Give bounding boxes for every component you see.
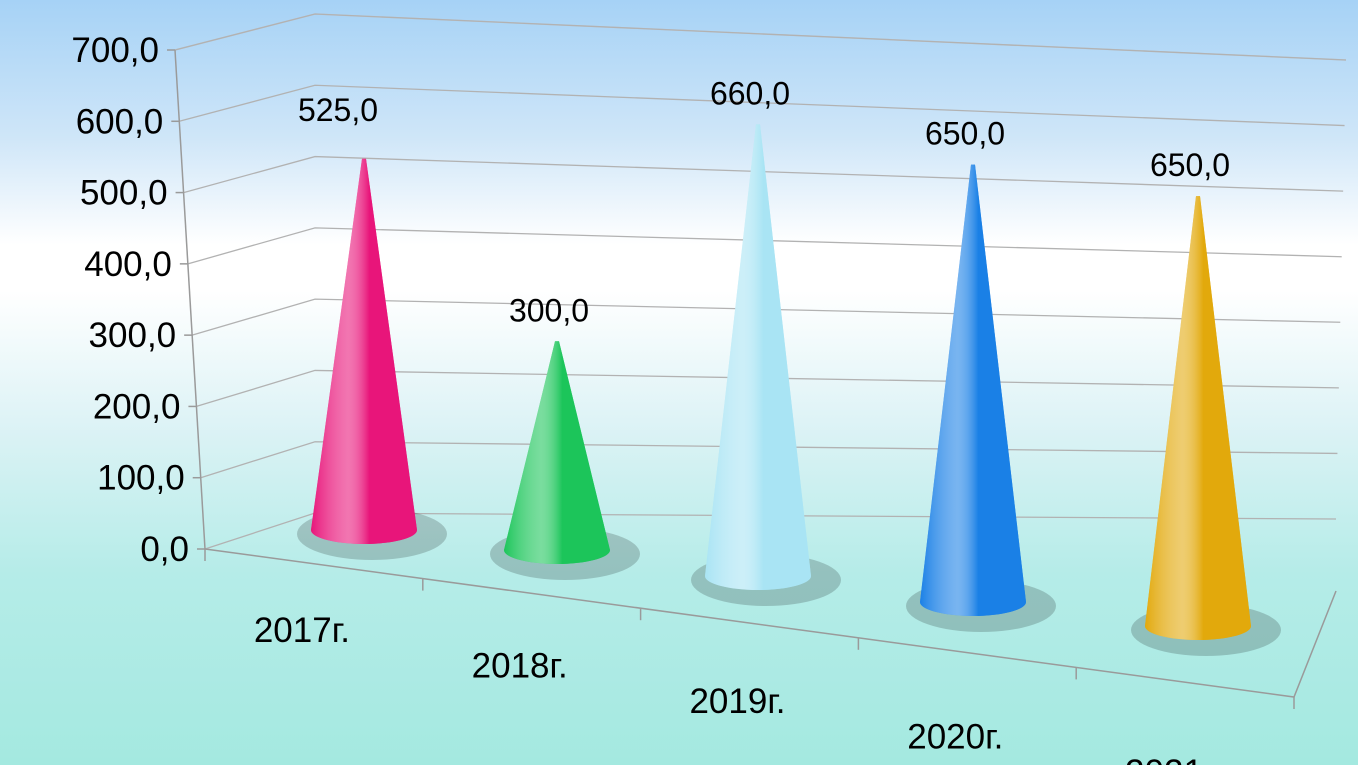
cone-4 xyxy=(906,164,1056,632)
gridline xyxy=(179,84,1345,127)
x-tick-label: 2021г. xyxy=(1125,753,1221,765)
x-tick-label: 2017г. xyxy=(254,611,350,650)
data-label: 525,0 xyxy=(298,92,378,128)
cone-highlight xyxy=(705,124,811,590)
y-tick-label: 600,0 xyxy=(76,102,164,141)
data-labels: 525,0 300,0 660,0 650,0 650,0 xyxy=(298,75,1230,328)
data-label: 660,0 xyxy=(710,75,790,111)
x-tick-label: 2019г. xyxy=(689,682,785,721)
y-tick-label: 300,0 xyxy=(89,316,177,355)
data-label: 650,0 xyxy=(1150,147,1230,183)
y-tick-label: 500,0 xyxy=(80,174,168,213)
y-axis-line xyxy=(174,49,206,550)
y-tick-label: 200,0 xyxy=(93,387,181,426)
cone-1 xyxy=(297,158,447,560)
y-tick-label: 700,0 xyxy=(71,31,159,70)
cone-highlight xyxy=(1145,196,1251,641)
cone-5 xyxy=(1131,196,1281,656)
cones xyxy=(297,124,1281,656)
data-label: 650,0 xyxy=(925,116,1005,152)
gridline xyxy=(191,298,1341,336)
y-axis: 0,0 100,0 200,0 300,0 400,0 500,0 600,0 700,0 xyxy=(71,31,206,569)
chart-walls xyxy=(174,13,1347,61)
data-label: 300,0 xyxy=(509,292,589,328)
cone-2 xyxy=(490,341,640,580)
gridline xyxy=(174,13,1347,61)
x-tick-label: 2020г. xyxy=(907,718,1003,757)
gridlines xyxy=(174,13,1347,550)
y-tick-label: 100,0 xyxy=(97,459,185,498)
cone-highlight xyxy=(920,164,1026,616)
x-axis: 2017г. 2018г. 2019г. 2020г. 2021г. xyxy=(204,548,1337,765)
y-tick-label: 400,0 xyxy=(84,245,172,284)
cone-highlight xyxy=(311,158,417,544)
y-tick-label: 0,0 xyxy=(140,530,189,569)
cone-highlight xyxy=(504,341,610,564)
wall-top-edge xyxy=(174,13,1347,61)
gridline xyxy=(183,155,1344,194)
x-tick-label: 2018г. xyxy=(472,646,568,685)
cone-3 xyxy=(691,124,841,606)
gridline xyxy=(187,227,1342,265)
